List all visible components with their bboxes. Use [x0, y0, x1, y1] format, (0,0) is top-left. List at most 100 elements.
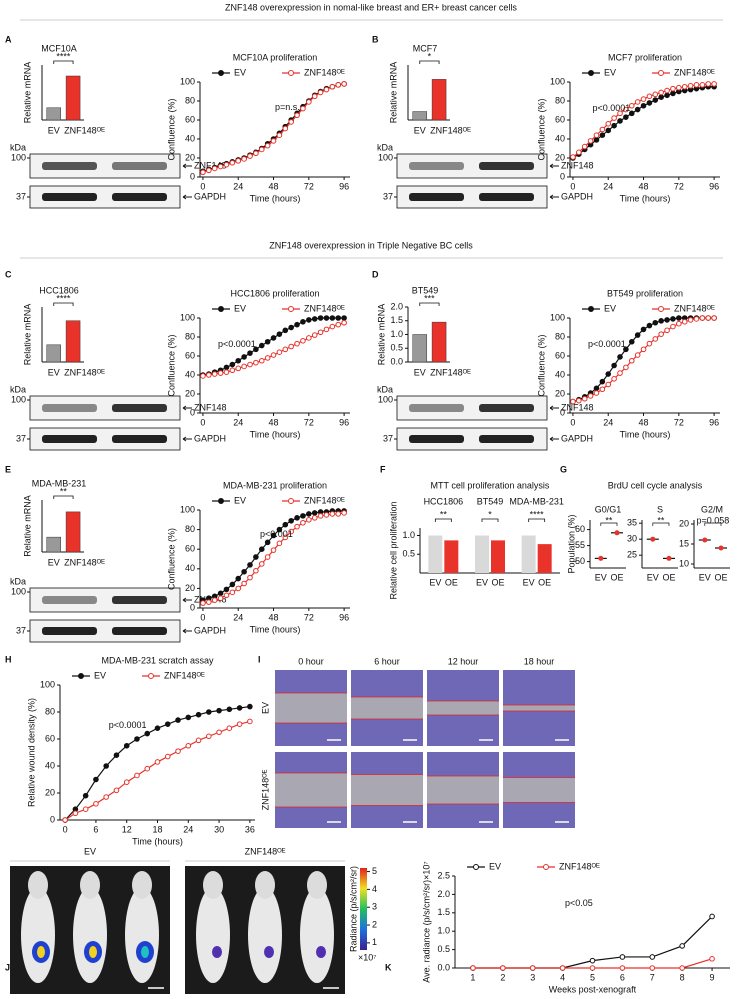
data-point — [687, 317, 694, 323]
data-point — [670, 316, 676, 322]
y-tick-label: 60 — [185, 114, 195, 124]
data-point — [217, 590, 224, 597]
arrow — [182, 405, 192, 411]
data-point — [294, 515, 300, 521]
y-tick-label: 40 — [185, 369, 195, 379]
x-axis-label: Weeks post-xenograft — [549, 984, 637, 994]
data-point — [264, 539, 271, 546]
legend-label: ZNF148ᴼᴱ — [559, 861, 600, 871]
data-point — [666, 555, 672, 561]
data-point — [693, 82, 700, 88]
protein-label: ZNF148 — [194, 402, 227, 412]
data-point — [640, 326, 647, 333]
band — [42, 193, 97, 201]
data-point — [241, 363, 247, 370]
data-point — [593, 132, 600, 138]
data-point — [229, 367, 236, 374]
data-point — [247, 350, 253, 356]
panel-letter: B — [372, 34, 379, 44]
x-tick-label: OE — [714, 572, 727, 582]
data-point — [113, 787, 120, 794]
data-point — [693, 316, 700, 322]
data-point — [570, 398, 576, 405]
data-point — [258, 561, 265, 567]
data-point — [164, 721, 171, 727]
x-axis-label: Time (hours) — [620, 429, 671, 439]
y-tick-label: 100 — [180, 504, 195, 514]
data-point — [235, 585, 242, 592]
data-point — [294, 321, 300, 328]
data-point — [276, 331, 283, 337]
x-tick-label: 0 — [200, 181, 205, 191]
mouse-head — [307, 871, 327, 899]
data-point — [335, 321, 342, 328]
data-point — [623, 346, 629, 353]
x-tick-label: EV — [647, 572, 659, 582]
band — [479, 435, 534, 443]
band — [409, 435, 464, 443]
data-point — [681, 319, 688, 325]
data-point — [282, 346, 289, 353]
data-point — [658, 331, 664, 337]
data-point — [634, 99, 641, 105]
y-tick-label: 20 — [185, 388, 195, 398]
data-point — [288, 528, 294, 535]
mw-marker: 37 — [383, 433, 393, 443]
y-axis-label: Relative wound density (%) — [26, 698, 36, 807]
data-point — [599, 126, 606, 133]
data-point — [223, 369, 230, 375]
y-tick-label: 60 — [555, 350, 565, 360]
data-point — [605, 371, 612, 377]
legend-label: EV — [94, 670, 106, 680]
bar — [431, 321, 447, 363]
data-point — [113, 752, 120, 759]
protein-label: GAPDH — [561, 191, 593, 201]
data-point — [144, 730, 151, 737]
data-point — [617, 118, 623, 124]
band — [112, 162, 167, 170]
mouse-head — [203, 871, 223, 899]
row-label: ZNF148ᴼᴱ — [260, 769, 270, 810]
y-tick-label: 100 — [550, 312, 565, 322]
data-point — [605, 381, 612, 388]
mw-marker: 37 — [16, 433, 26, 443]
data-point — [589, 957, 596, 964]
data-point — [294, 112, 300, 119]
band — [112, 627, 167, 635]
data-point — [200, 373, 206, 379]
annotation: p<0.001 — [260, 529, 293, 539]
data-point — [300, 519, 306, 526]
data-point — [718, 545, 724, 551]
y-tick-label: 0 — [190, 407, 195, 417]
legend-label: ZNF148ᴼᴱ — [674, 67, 715, 77]
data-point — [311, 316, 318, 322]
data-point — [587, 393, 594, 399]
data-point — [154, 725, 161, 732]
y-axis-label: Relative mRNA — [22, 62, 32, 124]
legend-label: EV — [234, 495, 246, 505]
group-label: BT549 — [477, 496, 504, 506]
annotation: p<0.0001 — [218, 339, 256, 349]
y-tick-label: 35 — [627, 518, 637, 528]
data-point — [211, 165, 218, 172]
data-point — [705, 81, 712, 87]
data-point — [576, 397, 582, 404]
band — [479, 193, 534, 201]
y-tick-label: 100 — [180, 76, 195, 86]
data-point — [103, 794, 109, 800]
data-point — [658, 89, 664, 96]
arrow — [549, 405, 559, 411]
data-point — [211, 371, 218, 377]
legend-marker — [218, 306, 224, 312]
significance: **** — [56, 293, 71, 303]
x-tick-label: OE — [491, 577, 504, 587]
legend-label: ZNF148ᴼᴱ — [304, 495, 345, 505]
y-tick-label: 60 — [575, 524, 585, 534]
y-tick-label: 20 — [45, 787, 55, 797]
x-tick-label: 0 — [200, 612, 205, 622]
colorbar-tick-label: 3 — [372, 902, 377, 912]
data-point — [709, 913, 715, 920]
section-title: ZNF148 overexpression in nomal-like brea… — [225, 2, 517, 12]
legend-label: EV — [604, 303, 616, 313]
